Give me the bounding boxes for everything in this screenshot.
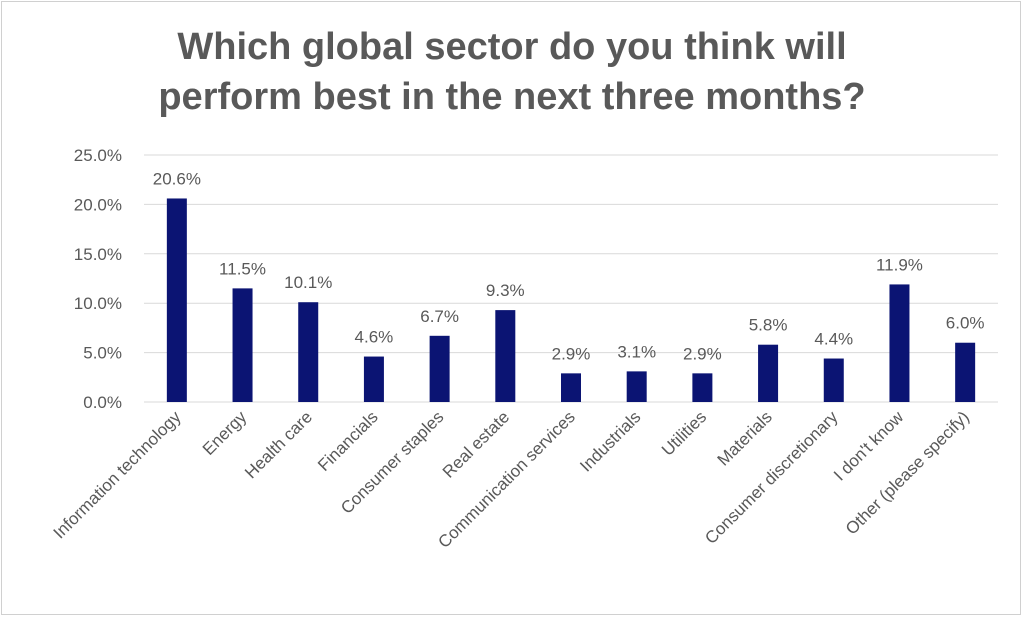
bar bbox=[495, 310, 516, 402]
y-tick-label: 15.0% bbox=[74, 245, 122, 264]
x-tick-label: Communication services bbox=[434, 407, 578, 551]
bar bbox=[561, 373, 581, 402]
data-label: 6.7% bbox=[420, 307, 459, 326]
bar bbox=[758, 344, 779, 402]
data-label: 2.9% bbox=[552, 344, 591, 363]
x-tick-label: Materials bbox=[714, 407, 776, 469]
y-tick-label: 0.0% bbox=[83, 393, 122, 412]
y-tick-label: 5.0% bbox=[83, 344, 122, 363]
x-tick-label: Health care bbox=[241, 407, 316, 482]
gridlines bbox=[144, 154, 998, 403]
data-label: 9.3% bbox=[486, 281, 525, 300]
x-tick-label: Energy bbox=[199, 407, 251, 459]
data-labels: 20.6% 11.5% 10.1% 4.6% 6.7% 9.3% 2.9% 3.1% 2.9% 5… bbox=[153, 169, 985, 363]
data-label: 11.5% bbox=[219, 259, 266, 278]
data-label: 2.9% bbox=[683, 344, 722, 363]
x-tick-label: Industrials bbox=[576, 407, 644, 475]
y-axis-tick-labels: 0.0% 5.0% 10.0% 15.0% 20.0% 25.0% bbox=[74, 146, 122, 412]
x-tick-label: Other (please specify) bbox=[842, 407, 973, 538]
bar bbox=[363, 356, 384, 402]
bar bbox=[298, 302, 319, 402]
data-label: 11.9% bbox=[876, 255, 923, 274]
data-label: 4.4% bbox=[814, 330, 853, 349]
bar bbox=[692, 373, 713, 402]
data-label: 10.1% bbox=[284, 273, 332, 292]
bar bbox=[429, 335, 450, 402]
y-tick-label: 25.0% bbox=[74, 146, 122, 165]
bar bbox=[955, 342, 976, 402]
bars bbox=[166, 198, 976, 402]
y-tick-label: 10.0% bbox=[74, 294, 122, 313]
bar bbox=[626, 371, 647, 402]
x-tick-label: Consumer discretionary bbox=[701, 407, 842, 548]
bar bbox=[889, 284, 910, 402]
bar bbox=[166, 198, 187, 402]
data-label: 4.6% bbox=[355, 328, 394, 347]
bar bbox=[232, 288, 253, 402]
x-tick-label: Information technology bbox=[50, 407, 185, 542]
chart-title-line-1: Which global sector do you think will bbox=[177, 26, 847, 68]
y-tick-label: 20.0% bbox=[74, 195, 122, 214]
data-label: 5.8% bbox=[749, 316, 788, 335]
bar bbox=[823, 358, 844, 402]
data-label: 3.1% bbox=[617, 342, 656, 361]
data-label: 20.6% bbox=[153, 169, 201, 188]
chart-title-line-2: perform best in the next three months? bbox=[158, 76, 866, 118]
data-label: 6.0% bbox=[946, 314, 985, 333]
chart-title: Which global sector do you think will pe… bbox=[0, 22, 1024, 122]
x-tick-label: Financials bbox=[314, 407, 382, 475]
x-tick-label: Utilities bbox=[658, 407, 710, 459]
